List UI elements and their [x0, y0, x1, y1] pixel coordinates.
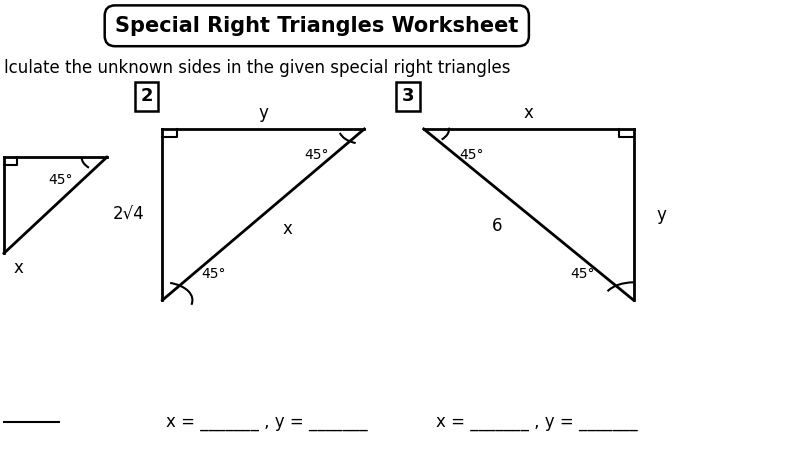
Text: 45°: 45° [49, 173, 73, 187]
Text: 45°: 45° [570, 267, 594, 281]
Text: lculate the unknown sides in the given special right triangles: lculate the unknown sides in the given s… [4, 59, 511, 77]
Text: 45°: 45° [202, 267, 226, 281]
Text: 45°: 45° [459, 148, 483, 162]
Text: y: y [657, 205, 666, 224]
Text: x: x [13, 259, 23, 277]
Text: x = _______ , y = _______: x = _______ , y = _______ [436, 413, 638, 431]
Text: x = _______ , y = _______: x = _______ , y = _______ [166, 413, 368, 431]
Text: 2√4: 2√4 [113, 205, 145, 224]
Text: x: x [282, 219, 292, 238]
Text: y: y [258, 104, 268, 121]
Text: 3: 3 [402, 87, 414, 105]
Text: Special Right Triangles Worksheet: Special Right Triangles Worksheet [115, 16, 519, 36]
Text: 2: 2 [140, 87, 153, 105]
Text: 6: 6 [492, 217, 502, 235]
Text: 45°: 45° [305, 148, 329, 162]
Text: x: x [524, 104, 534, 121]
